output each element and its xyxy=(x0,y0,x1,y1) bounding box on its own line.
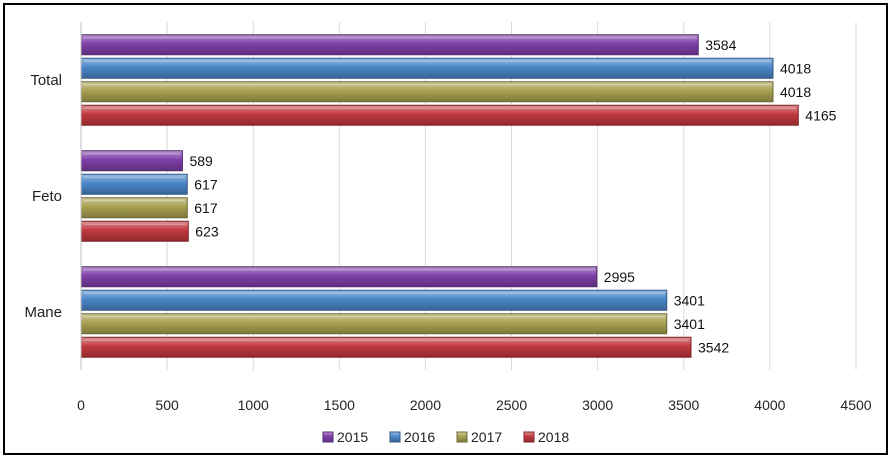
category-label: Mane xyxy=(24,304,62,321)
legend-swatch xyxy=(523,431,535,443)
data-label: 3542 xyxy=(698,339,729,355)
legend-label: 2016 xyxy=(404,429,435,445)
category-label: Feto xyxy=(32,188,62,205)
x-tick-label: 500 xyxy=(155,397,179,413)
legend-swatch xyxy=(322,431,334,443)
bars xyxy=(80,34,799,358)
axes: 0 500 1000 1500 2000 2500 3000 3500 4000 4500 Tota… xyxy=(24,22,872,413)
legend-swatch xyxy=(456,431,468,443)
x-tick-label: 2500 xyxy=(496,397,527,413)
legend: 2015 2016 2017 2018 xyxy=(322,429,569,445)
data-label: 617 xyxy=(194,200,218,216)
data-label: 3401 xyxy=(674,316,705,332)
data-label: 3401 xyxy=(674,292,705,308)
category-label: Total xyxy=(30,72,62,89)
x-tick-label: 0 xyxy=(77,397,85,413)
data-label: 589 xyxy=(189,153,213,169)
x-tick-label: 1000 xyxy=(238,397,269,413)
legend-swatch xyxy=(389,431,401,443)
data-label: 623 xyxy=(195,223,219,239)
data-label: 4165 xyxy=(805,107,836,123)
legend-label: 2018 xyxy=(538,429,569,445)
x-tick-label: 4500 xyxy=(840,397,871,413)
x-tick-label: 3500 xyxy=(668,397,699,413)
data-label: 4018 xyxy=(780,60,811,76)
x-tick-label: 2000 xyxy=(410,397,441,413)
legend-label: 2017 xyxy=(471,429,502,445)
data-label: 4018 xyxy=(780,84,811,100)
x-tick-label: 4000 xyxy=(754,397,785,413)
data-label: 617 xyxy=(194,176,218,192)
x-tick-label: 3000 xyxy=(582,397,613,413)
x-tick-label: 1500 xyxy=(324,397,355,413)
data-label: 3584 xyxy=(705,37,736,53)
data-label: 2995 xyxy=(604,269,635,285)
data-labels: 3584 4018 4018 4165 589 617 617 623 2995 3401 3401… xyxy=(189,37,836,356)
legend-label: 2015 xyxy=(337,429,368,445)
